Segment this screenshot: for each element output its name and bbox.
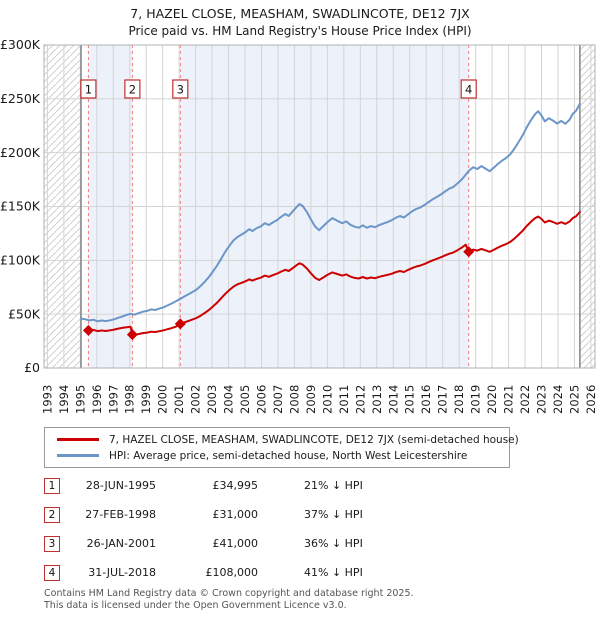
svg-text:£0: £0 [24, 360, 40, 375]
svg-text:2016: 2016 [419, 385, 433, 414]
sale-number-badge: 4 [44, 564, 60, 581]
svg-text:2014: 2014 [386, 385, 400, 414]
svg-text:£100K: £100K [0, 253, 41, 268]
footer-line-2: This data is licensed under the Open Gov… [44, 599, 347, 611]
svg-text:2001: 2001 [172, 385, 186, 414]
svg-text:£50K: £50K [8, 306, 41, 321]
footer-line-1: Contains HM Land Registry data © Crown c… [44, 588, 414, 599]
svg-text:2015: 2015 [403, 385, 417, 414]
legend-label-price: 7, HAZEL CLOSE, MEASHAM, SWADLINCOTE, DE… [109, 433, 519, 446]
sale-point-markers [82, 246, 475, 341]
hpi-line-swatch [57, 454, 99, 457]
svg-text:2003: 2003 [205, 385, 219, 414]
sales-table: 1 28-JUN-1995 £34,995 21% ↓ HPI 2 27-FEB… [44, 471, 584, 587]
svg-text:2006: 2006 [255, 385, 269, 414]
svg-text:3: 3 [177, 83, 184, 97]
svg-text:1996: 1996 [90, 385, 104, 414]
svg-text:2011: 2011 [337, 385, 351, 414]
svg-text:2018: 2018 [452, 385, 466, 414]
table-row: 1 28-JUN-1995 £34,995 21% ↓ HPI [44, 471, 584, 500]
table-row: 4 31-JUL-2018 £108,000 41% ↓ HPI [44, 558, 584, 587]
svg-text:2023: 2023 [534, 385, 548, 414]
svg-text:£150K: £150K [0, 199, 41, 214]
sale-number-badge: 2 [44, 506, 60, 523]
legend-item-price: 7, HAZEL CLOSE, MEASHAM, SWADLINCOTE, DE… [45, 433, 519, 446]
chart-legend: 7, HAZEL CLOSE, MEASHAM, SWADLINCOTE, DE… [44, 427, 519, 468]
sale-date: 26-JAN-2001 [86, 537, 156, 550]
svg-text:£200K: £200K [0, 145, 41, 160]
svg-text:2012: 2012 [353, 385, 367, 414]
svg-text:1: 1 [85, 83, 92, 97]
sale-date: 28-JUN-1995 [85, 479, 156, 492]
price-line-swatch [57, 438, 99, 441]
x-axis-labels: 1993 1994 1995 1996 1997 1998 1999 2000 2001 2002… [40, 385, 598, 414]
svg-text:2022: 2022 [518, 385, 532, 414]
sale-price: £41,000 [212, 537, 259, 550]
svg-text:2026: 2026 [584, 385, 598, 414]
svg-text:2019: 2019 [469, 385, 483, 414]
svg-text:2005: 2005 [238, 385, 252, 414]
y-axis-labels: £0 £50K £100K £150K £200K £250K £300K [0, 37, 41, 375]
svg-text:2007: 2007 [271, 385, 285, 414]
svg-text:2020: 2020 [485, 385, 499, 414]
sale-number-badge: 3 [44, 535, 60, 552]
svg-text:2025: 2025 [567, 385, 581, 414]
sale-number-badge: 1 [44, 477, 60, 494]
chart-subtitle: Price paid vs. HM Land Registry's House … [128, 24, 472, 38]
svg-text:1994: 1994 [57, 385, 71, 414]
sale-number-boxes: 1 2 3 4 [80, 79, 477, 99]
sale-vs-hpi: 37% ↓ HPI [304, 508, 363, 521]
table-row: 3 26-JAN-2001 £41,000 36% ↓ HPI [44, 529, 584, 558]
svg-text:2000: 2000 [156, 385, 170, 414]
legend-item-hpi: HPI: Average price, semi-detached house,… [45, 449, 509, 462]
svg-text:£300K: £300K [0, 37, 41, 52]
hpi-line [80, 102, 581, 323]
table-row: 2 27-FEB-1998 £31,000 37% ↓ HPI [44, 500, 584, 529]
sale-price: £31,000 [212, 508, 259, 521]
svg-text:2017: 2017 [436, 385, 450, 414]
svg-text:2009: 2009 [304, 385, 318, 414]
svg-text:2024: 2024 [551, 385, 565, 414]
price-line [87, 211, 581, 336]
chart-title: 7, HAZEL CLOSE, MEASHAM, SWADLINCOTE, DE… [130, 6, 470, 21]
svg-text:4: 4 [465, 83, 472, 97]
sale-date: 31-JUL-2018 [88, 566, 156, 579]
svg-text:2002: 2002 [189, 385, 203, 414]
legend-label-hpi: HPI: Average price, semi-detached house,… [109, 449, 468, 462]
svg-text:1993: 1993 [40, 385, 54, 414]
svg-text:2010: 2010 [320, 385, 334, 414]
plot-border [43, 44, 596, 369]
chart-footnote: Contains HM Land Registry data © Crown c… [44, 588, 414, 611]
sale-vs-hpi: 36% ↓ HPI [304, 537, 363, 550]
svg-text:1999: 1999 [139, 385, 153, 414]
svg-text:2021: 2021 [502, 385, 516, 414]
sale-price: £34,995 [212, 479, 259, 492]
svg-text:1997: 1997 [106, 385, 120, 414]
svg-text:2004: 2004 [222, 385, 236, 414]
sale-vs-hpi: 41% ↓ HPI [304, 566, 363, 579]
sale-vs-hpi: 21% ↓ HPI [304, 479, 363, 492]
svg-text:1995: 1995 [73, 385, 87, 414]
svg-text:1998: 1998 [123, 385, 137, 414]
sale-price: £108,000 [205, 566, 259, 579]
svg-text:2008: 2008 [287, 385, 301, 414]
svg-text:£250K: £250K [0, 91, 41, 106]
sale-date: 27-FEB-1998 [85, 508, 156, 521]
svg-text:2: 2 [129, 83, 136, 97]
svg-text:2013: 2013 [370, 385, 384, 414]
